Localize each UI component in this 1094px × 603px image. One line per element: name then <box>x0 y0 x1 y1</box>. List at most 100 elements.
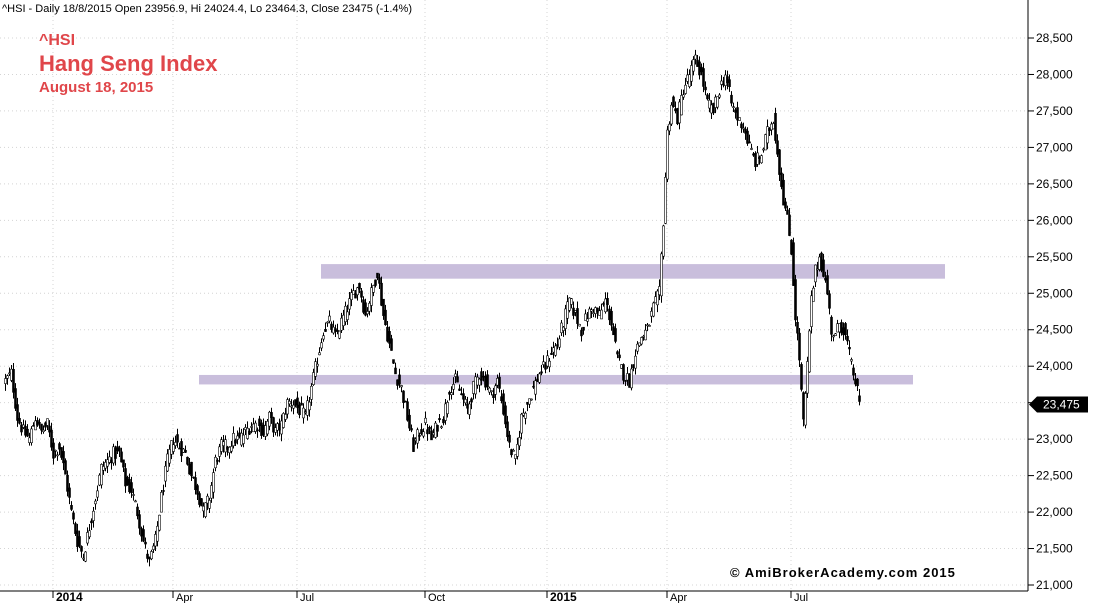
candle <box>192 476 195 479</box>
candle <box>242 428 245 448</box>
candle <box>652 301 655 318</box>
candle <box>634 349 637 375</box>
candle <box>644 324 647 341</box>
candle <box>746 127 749 146</box>
candle <box>6 374 9 385</box>
candle <box>822 253 825 278</box>
y-tick-label: 22,500 <box>1036 469 1073 483</box>
candle <box>530 398 533 401</box>
candle <box>410 424 413 433</box>
candle <box>718 93 721 100</box>
candle <box>756 145 759 167</box>
candle <box>808 329 811 373</box>
candle <box>196 483 199 500</box>
candle <box>422 428 425 439</box>
candle <box>664 172 667 225</box>
candle <box>330 321 333 333</box>
candle <box>228 446 231 459</box>
candle <box>320 338 323 352</box>
y-axis-ticks: 28,500 28,000 27,500 27,000 26,500 26,000 25,5… <box>1028 31 1073 592</box>
candle <box>534 376 537 401</box>
candle <box>122 459 125 472</box>
candle <box>8 367 11 377</box>
candle <box>238 427 241 439</box>
candle <box>668 121 671 136</box>
candle <box>486 370 489 391</box>
candle <box>418 432 421 441</box>
y-tick-label: 25,000 <box>1036 286 1073 300</box>
candlesticks <box>4 49 861 567</box>
candle <box>152 543 155 554</box>
candle <box>766 119 769 150</box>
candle <box>834 332 837 336</box>
candle <box>390 334 393 351</box>
candle <box>62 445 65 471</box>
candle <box>438 413 441 423</box>
candle <box>46 418 49 431</box>
candle <box>190 461 193 481</box>
candle <box>148 556 151 567</box>
candle <box>852 364 855 381</box>
candle <box>42 425 45 434</box>
candle <box>72 510 75 525</box>
candle <box>216 458 219 465</box>
candle <box>504 401 507 429</box>
candle <box>736 101 739 126</box>
candle <box>732 102 735 112</box>
candle <box>138 510 141 535</box>
candle <box>144 537 147 549</box>
candle <box>662 224 665 260</box>
candle <box>580 327 583 342</box>
candle <box>474 372 477 399</box>
candle <box>258 415 261 433</box>
candle <box>10 364 13 383</box>
candle <box>800 362 803 392</box>
candle <box>788 208 791 237</box>
candle <box>136 503 139 520</box>
candle <box>298 401 301 419</box>
last-value-label: 23,475 <box>1043 397 1080 411</box>
x-tick-label: Jul <box>300 592 314 603</box>
candle <box>328 310 331 324</box>
candle <box>412 434 415 452</box>
candle <box>132 488 135 501</box>
candle <box>570 298 573 309</box>
candle <box>544 361 547 374</box>
candle <box>80 545 83 558</box>
candle <box>38 418 41 429</box>
candle <box>88 524 91 540</box>
candle <box>256 427 259 438</box>
candle <box>740 121 743 133</box>
candle <box>318 347 321 356</box>
candle <box>856 377 859 392</box>
candle <box>428 425 431 435</box>
candle <box>394 362 397 375</box>
candle <box>156 521 159 547</box>
candle <box>74 521 77 537</box>
candle <box>804 391 807 429</box>
candle <box>564 304 567 336</box>
candle <box>784 197 787 212</box>
candle <box>806 356 809 399</box>
candle <box>114 445 117 466</box>
candle <box>792 237 795 286</box>
candle <box>116 440 119 454</box>
candle <box>358 282 361 294</box>
candle <box>212 468 215 499</box>
candle <box>400 384 403 393</box>
candle <box>124 463 127 493</box>
last-value-marker: 23,475 <box>1029 396 1088 413</box>
x-axis-ticks: 2014 Apr Jul Oct 2015 Apr Jul <box>52 590 808 603</box>
candle <box>312 368 315 386</box>
candle <box>316 357 319 373</box>
candle <box>616 350 619 359</box>
candle <box>68 483 71 505</box>
candle <box>126 475 129 486</box>
y-tick-label: 25,500 <box>1036 250 1073 264</box>
candle <box>450 386 453 400</box>
candle <box>586 311 589 327</box>
candle <box>738 117 741 121</box>
candle <box>360 287 363 303</box>
candle <box>828 290 831 315</box>
